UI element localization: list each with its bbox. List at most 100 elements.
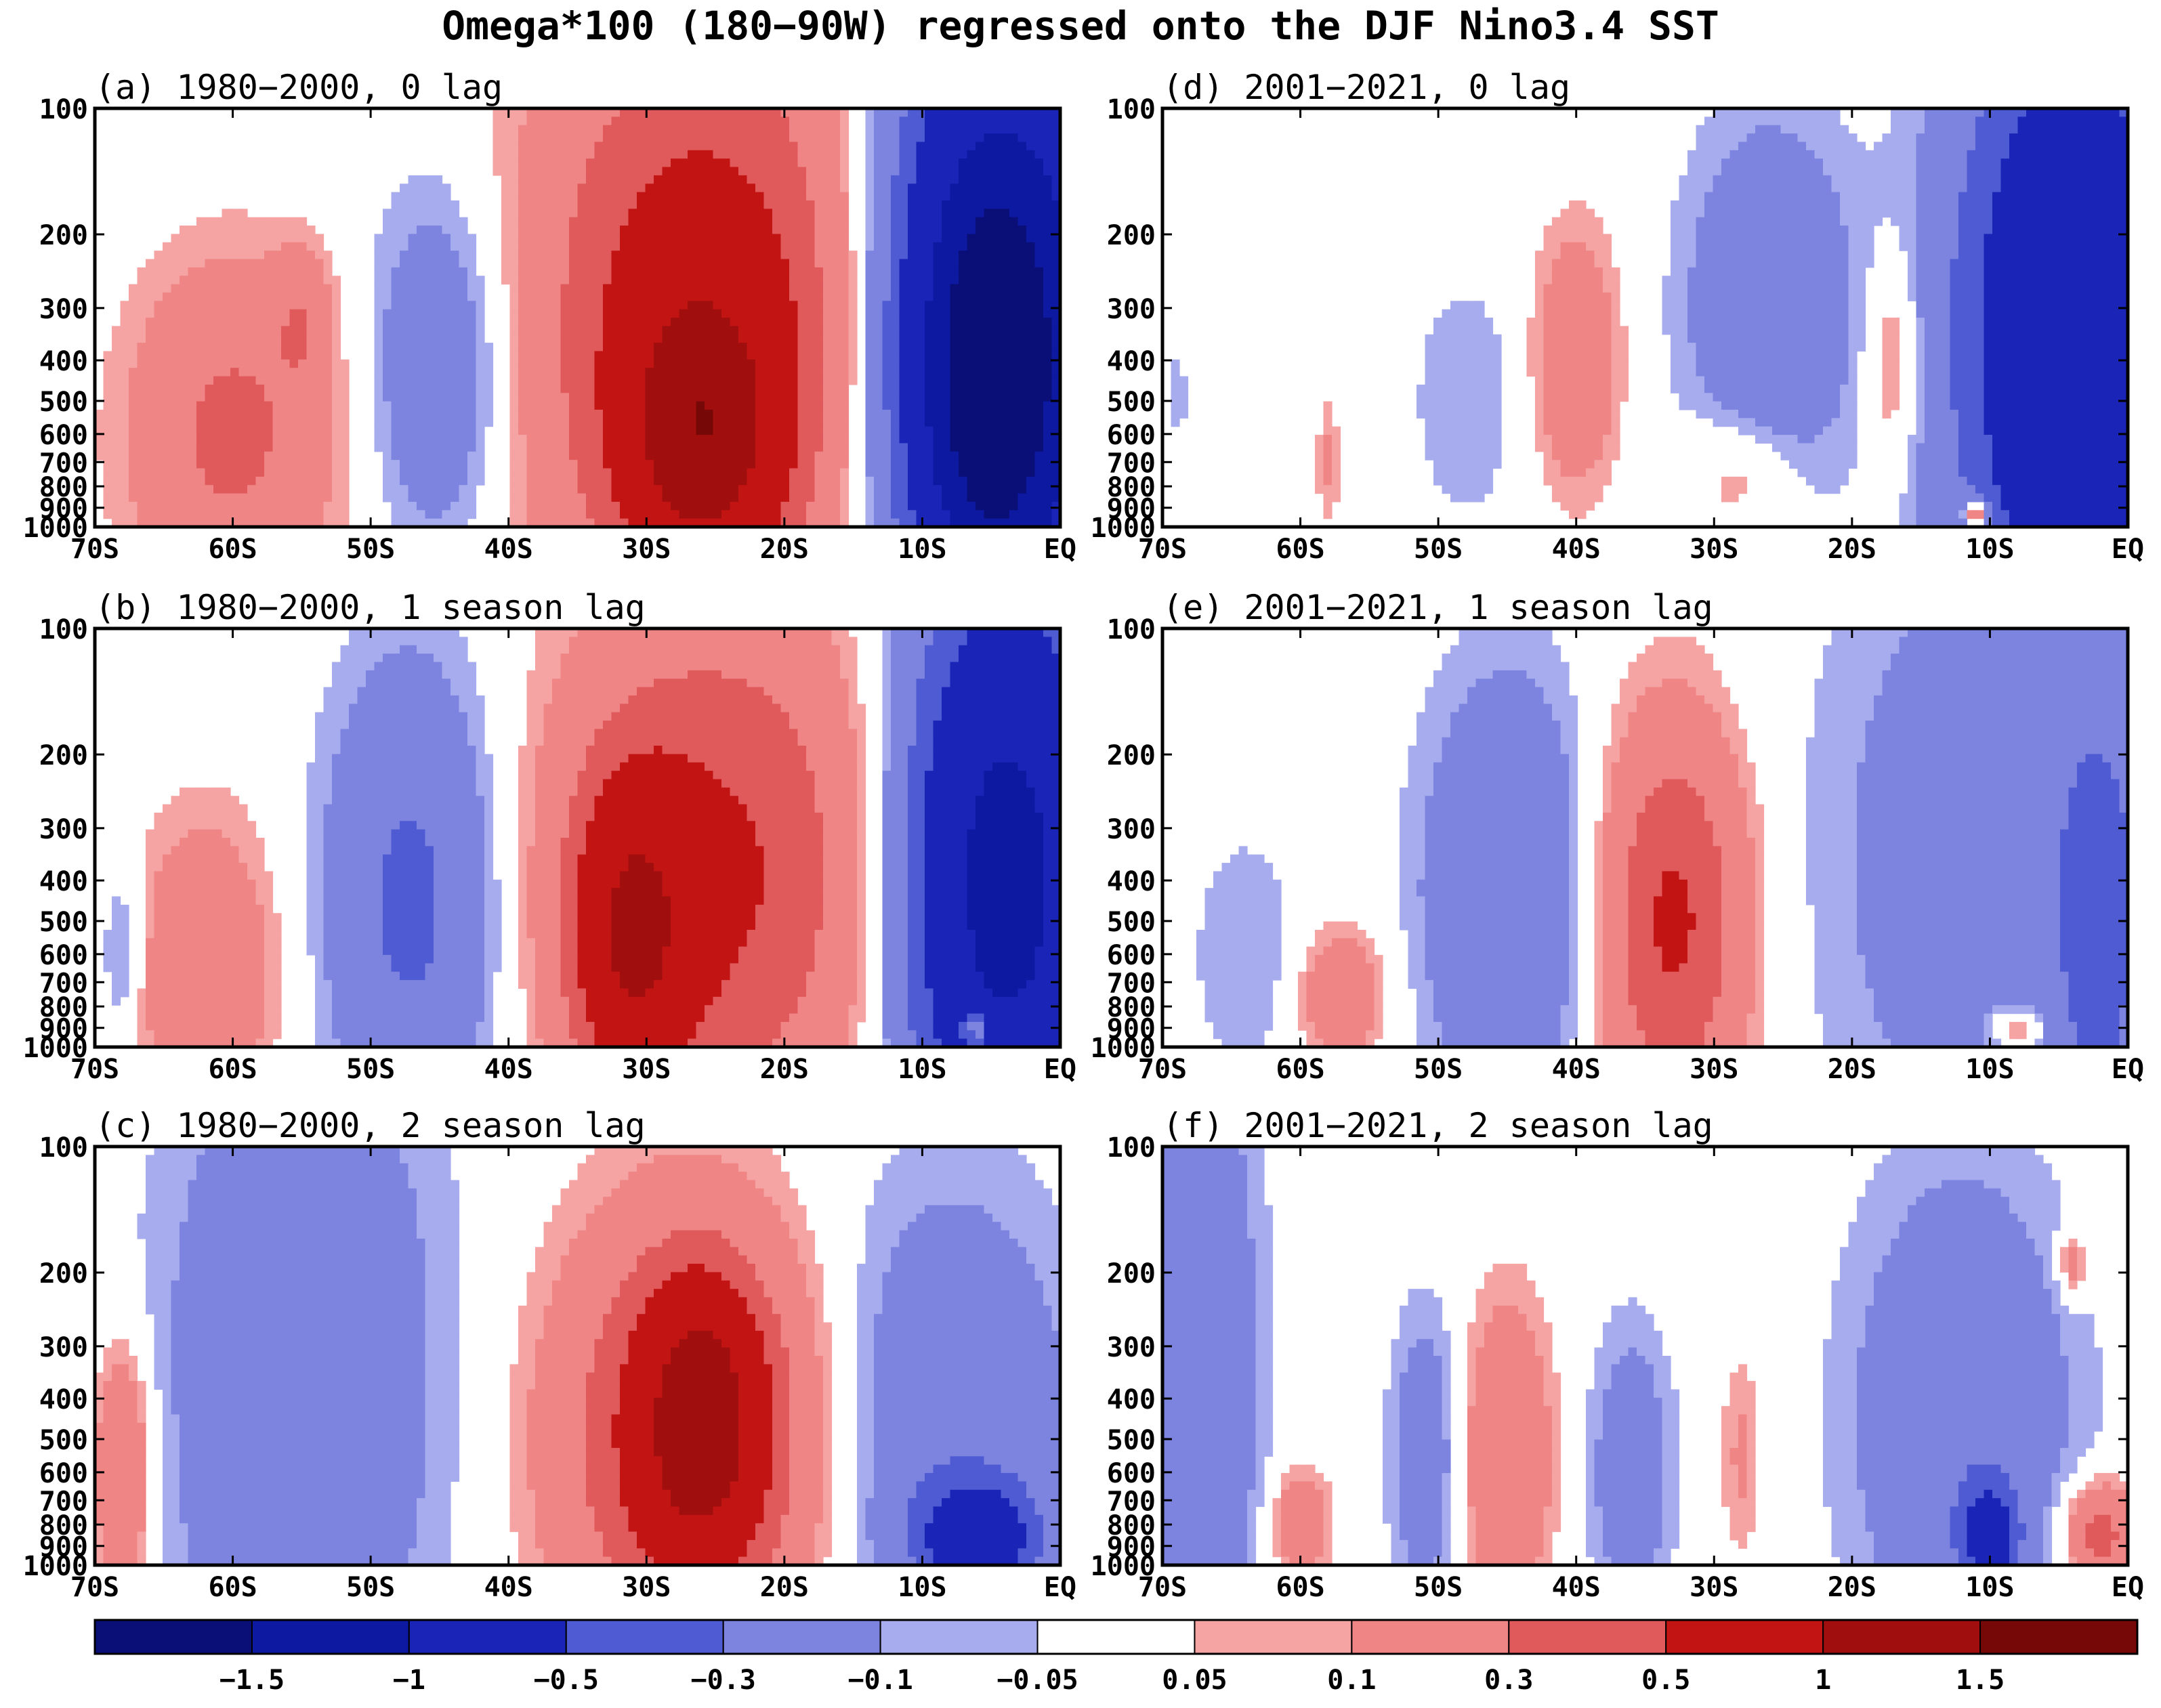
field-cell — [383, 259, 392, 268]
field-cell — [730, 284, 739, 293]
field-cell — [163, 913, 172, 922]
field-cell — [797, 133, 807, 143]
field-cell — [620, 518, 629, 527]
field-cell — [501, 150, 511, 159]
field-cell — [459, 368, 468, 377]
field-cell — [137, 384, 146, 393]
field-cell — [916, 284, 925, 293]
field-cell — [763, 150, 773, 159]
field-cell — [865, 200, 875, 209]
field-cell — [772, 326, 782, 335]
field-cell — [721, 501, 731, 511]
field-cell — [1009, 384, 1019, 393]
field-cell — [255, 384, 265, 393]
field-cell — [671, 476, 680, 486]
field-cell — [425, 175, 434, 184]
field-cell — [780, 200, 790, 209]
field-cell — [112, 334, 121, 343]
field-cell — [205, 409, 214, 419]
y-tick-label: 200 — [39, 220, 88, 251]
field-cell — [679, 393, 688, 402]
field-cell — [417, 251, 426, 260]
field-cell — [417, 376, 426, 385]
field-cell — [281, 501, 291, 511]
field-cell — [434, 251, 443, 260]
field-cell — [874, 251, 883, 260]
field-cell — [154, 904, 163, 914]
field-cell — [730, 309, 739, 318]
field-cell — [925, 184, 934, 193]
field-cell — [281, 309, 291, 318]
field-cell — [509, 485, 519, 494]
field-cell — [213, 368, 223, 377]
field-cell — [171, 863, 180, 872]
field-cell — [120, 334, 129, 343]
field-cell — [1026, 175, 1036, 184]
field-cell — [831, 510, 841, 519]
field-cell — [747, 301, 756, 310]
field-cell — [705, 192, 714, 201]
field-cell — [933, 435, 942, 444]
field-cell — [569, 108, 579, 117]
field-cell — [1043, 276, 1053, 285]
field-cell — [526, 485, 536, 494]
field-cell — [450, 242, 460, 251]
field-cell — [747, 251, 756, 260]
field-cell — [289, 460, 299, 469]
field-cell — [713, 259, 722, 268]
field-cell — [679, 510, 688, 519]
field-cell — [1043, 142, 1053, 151]
field-cell — [637, 108, 646, 117]
field-cell — [975, 276, 985, 285]
field-cell — [129, 359, 138, 368]
field-cell — [662, 259, 671, 268]
field-cell — [840, 376, 849, 385]
field-cell — [942, 493, 951, 503]
field-cell — [120, 451, 129, 461]
field-cell — [967, 209, 976, 218]
field-cell — [1009, 518, 1019, 527]
field-cell — [679, 200, 688, 209]
field-cell — [569, 376, 579, 385]
field-cell — [103, 501, 112, 511]
field-cell — [171, 343, 180, 352]
field-cell — [586, 510, 595, 519]
field-cell — [611, 192, 621, 201]
field-cell — [637, 343, 646, 352]
field-cell — [196, 896, 206, 905]
field-cell — [637, 476, 646, 486]
field-cell — [1034, 476, 1044, 486]
field-cell — [713, 435, 722, 444]
field-cell — [569, 435, 579, 444]
field-cell — [959, 376, 968, 385]
field-cell — [264, 351, 274, 360]
field-cell — [763, 276, 773, 285]
field-cell — [696, 501, 705, 511]
field-cell — [289, 334, 299, 343]
field-cell — [137, 318, 146, 326]
field-cell — [942, 435, 951, 444]
field-cell — [780, 301, 790, 310]
field-cell — [823, 451, 833, 461]
field-cell — [272, 435, 282, 444]
field-cell — [874, 276, 883, 285]
field-cell — [450, 518, 460, 527]
field-cell — [535, 301, 545, 310]
field-cell — [688, 150, 697, 159]
field-cell — [721, 192, 731, 201]
field-cell — [908, 167, 917, 176]
field-cell — [171, 518, 180, 527]
field-cell — [238, 351, 248, 360]
field-cell — [315, 435, 324, 444]
field-cell — [959, 226, 968, 234]
field-cell — [865, 116, 875, 126]
field-cell — [865, 217, 875, 226]
field-cell — [281, 234, 291, 243]
field-cell — [620, 276, 629, 285]
field-cell — [671, 301, 680, 310]
field-cell — [671, 418, 680, 427]
field-cell — [967, 518, 976, 527]
field-cell — [281, 343, 291, 352]
field-cell — [908, 259, 917, 268]
field-cell — [476, 343, 485, 352]
